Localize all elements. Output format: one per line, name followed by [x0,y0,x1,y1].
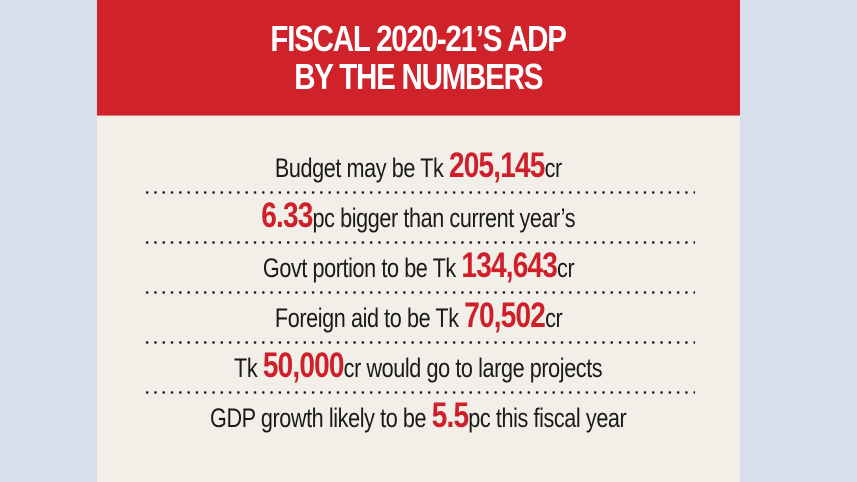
fact-gdp-growth: GDP growth likely to be 5.5pc this fisca… [97,392,740,442]
fact-text: cr [544,153,563,183]
title-banner: FISCAL 2020-21’S ADP BY THE NUMBERS [97,0,740,116]
fact-large-projects: Tk 50,000cr would go to large projects [97,342,740,394]
fact-text: cr would go to large projects [344,353,603,383]
title-line-1: FISCAL 2020-21’S ADP [270,17,568,59]
facts-list: Budget may be Tk 205,145cr 6.33pc bigger… [97,142,740,442]
infographic-card: FISCAL 2020-21’S ADP BY THE NUMBERS Budg… [97,0,740,482]
fact-govt-portion: Govt portion to be Tk 134,643cr [97,242,740,294]
fact-text: GDP growth likely to be [210,403,433,433]
fact-text: cr [556,253,575,283]
fact-value: 205,145 [449,146,545,185]
dotted-divider [143,391,695,394]
fact-text: Tk [234,353,264,383]
fact-value: 5.5 [432,396,469,435]
fact-foreign-aid: Foreign aid to be Tk 70,502cr [97,292,740,344]
fact-text: pc bigger than current year’s [312,203,576,233]
dotted-divider [143,191,695,194]
fact-text: Govt portion to be Tk [262,253,462,283]
title-line-2: BY THE NUMBERS [294,55,544,97]
dotted-divider [143,291,695,294]
dotted-divider [143,341,695,344]
fact-value: 50,000 [263,346,345,385]
fact-value: 6.33 [261,196,314,235]
fact-text: cr [544,303,563,333]
dotted-divider [143,241,695,244]
fact-text: Budget may be Tk [275,153,450,183]
fact-growth-percent: 6.33pc bigger than current year’s [97,192,740,244]
fact-value: 70,502 [464,296,546,335]
fact-text: pc this fiscal year [468,403,627,433]
fact-text: Foreign aid to be Tk [274,303,465,333]
fact-budget: Budget may be Tk 205,145cr [97,142,740,194]
fact-value: 134,643 [461,246,557,285]
